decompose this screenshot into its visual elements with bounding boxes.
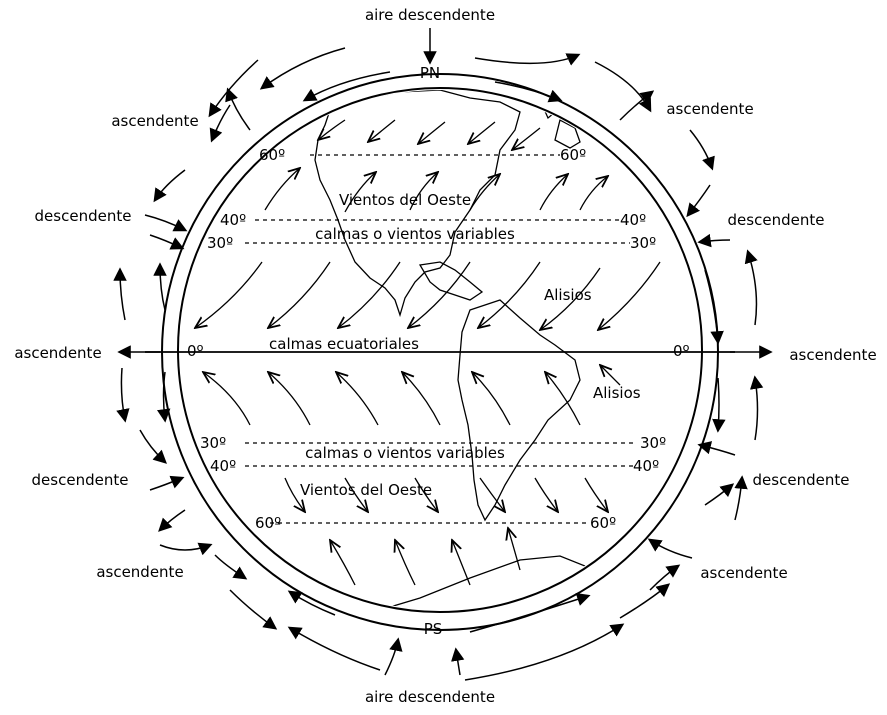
wind-arrows-inner — [195, 119, 661, 586]
latitude-lines — [245, 154, 635, 524]
top-air-label: aire descendente — [365, 6, 495, 24]
lat-40-north-left: 40º — [220, 211, 246, 229]
bottom-air-label: aire descendente — [365, 688, 495, 706]
westerlies-south-label: Vientos del Oeste — [300, 481, 432, 499]
trades-south-label: Alisios — [593, 384, 641, 402]
descendente-label-left-lower: descendente — [32, 471, 129, 489]
calms-north-label: calmas o vientos variables — [315, 225, 515, 243]
lat-0-left: 0º — [187, 342, 204, 360]
lat-60-north-right: 60º — [560, 146, 586, 164]
lat-30-north-left: 30º — [207, 234, 233, 252]
lat-30-south-left: 30º — [200, 434, 226, 452]
north-pole-label: PN — [420, 64, 440, 82]
ascendente-label-bottom-right: ascendente — [700, 564, 787, 582]
descendente-label-right-upper: descendente — [728, 211, 825, 229]
ascendente-label-top-left: ascendente — [111, 112, 198, 130]
equatorial-calms-label: calmas ecuatoriales — [269, 335, 419, 353]
lat-0-right: 0º — [673, 342, 690, 360]
lat-60-north-left: 60º — [259, 146, 285, 164]
westerlies-north-label: Vientos del Oeste — [339, 191, 471, 209]
globe-inner-circle — [177, 87, 703, 613]
lat-30-south-right: 30º — [640, 434, 666, 452]
trades-north-label: Alisios — [544, 286, 592, 304]
lat-30-north-right: 30º — [630, 234, 656, 252]
lat-60-south-left: 60º — [255, 514, 281, 532]
lat-40-north-right: 40º — [620, 211, 646, 229]
ascendente-label-top-right: ascendente — [666, 100, 753, 118]
calms-south-label: calmas o vientos variables — [305, 444, 505, 462]
lat-40-south-right: 40º — [633, 457, 659, 475]
ascendente-label-left: ascendente — [14, 344, 101, 362]
circulation-arrows-outer — [113, 28, 764, 681]
lat-60-south-right: 60º — [590, 514, 616, 532]
lat-40-south-left: 40º — [210, 457, 236, 475]
ascendente-label-right: ascendente — [789, 346, 876, 364]
descendente-label-left-upper: descendente — [35, 207, 132, 225]
descendente-label-right-lower: descendente — [753, 471, 850, 489]
south-pole-label: PS — [424, 620, 443, 638]
ascendente-label-bottom-left: ascendente — [96, 563, 183, 581]
